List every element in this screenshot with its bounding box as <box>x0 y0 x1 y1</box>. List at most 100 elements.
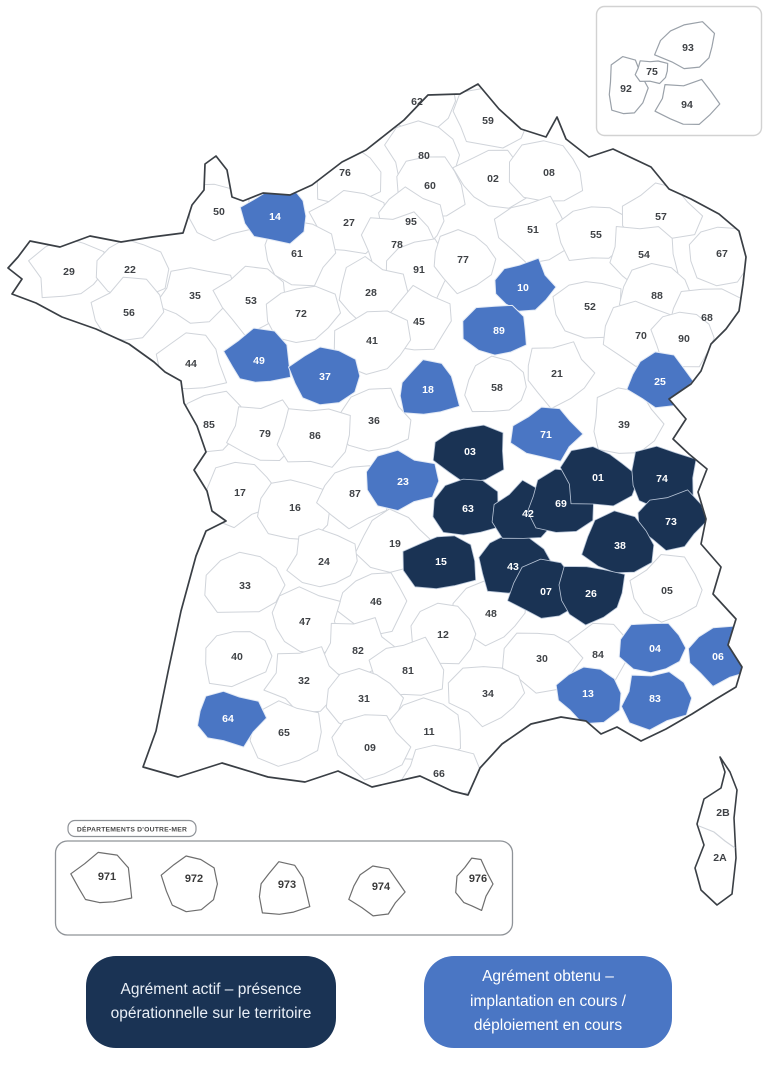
dept-71-region <box>510 406 584 462</box>
dept-08-region <box>508 140 584 202</box>
dept-02-label: 02 <box>487 173 499 185</box>
dept-64-label: 64 <box>222 713 234 725</box>
dept-58-label: 58 <box>491 382 503 394</box>
dept-971-label: 971 <box>98 871 116 883</box>
dept-42-label: 42 <box>522 508 534 520</box>
dept-55-label: 55 <box>590 229 602 241</box>
dept-01-region <box>559 446 640 507</box>
legend-obtained-label: Agrément obtenu – implantation en cours … <box>470 968 626 1035</box>
france-mainland-outline <box>7 83 747 796</box>
dept-25-label: 25 <box>654 376 666 388</box>
dept-76-label: 76 <box>339 167 351 179</box>
dept-43-label: 43 <box>507 561 519 573</box>
dept-63-region <box>432 478 502 536</box>
legend-obtained: Agrément obtenu – implantation en cours … <box>424 956 672 1048</box>
dept-32-label: 32 <box>298 675 310 687</box>
dept-2B-label: 2B <box>716 807 730 819</box>
dept-50-label: 50 <box>213 206 225 218</box>
dept-66-label: 66 <box>433 768 445 780</box>
dept-87-label: 87 <box>349 488 361 500</box>
dept-70-label: 70 <box>635 330 647 342</box>
dept-86-region <box>276 408 351 468</box>
dept-33-region <box>204 551 286 613</box>
dept-92-label: 92 <box>620 83 632 95</box>
dept-59-label: 59 <box>482 115 494 127</box>
dept-45-label: 45 <box>413 316 425 328</box>
dept-976-label: 976 <box>469 873 487 885</box>
dept-14-label: 14 <box>269 211 281 223</box>
dept-49-region <box>223 327 292 383</box>
dept-72-region <box>265 285 341 343</box>
dept-13-label: 13 <box>582 688 594 700</box>
overseas-976-outline <box>455 857 494 911</box>
dept-04-label: 04 <box>649 643 661 655</box>
dept-972-label: 972 <box>185 873 203 885</box>
dept-82-label: 82 <box>352 645 364 657</box>
dept-07-label: 07 <box>540 586 552 598</box>
dept-27-label: 27 <box>343 217 355 229</box>
dept-40-label: 40 <box>231 651 243 663</box>
dept-29-region <box>28 236 105 299</box>
dept-21-region <box>527 341 596 410</box>
dept-77-region <box>433 229 497 295</box>
dept-85-label: 85 <box>203 419 215 431</box>
dept-37-label: 37 <box>319 371 331 383</box>
dept-72-label: 72 <box>295 308 307 320</box>
dept-24-region <box>286 528 358 588</box>
idf-dept-94-region <box>654 78 721 125</box>
corsica-inner-border <box>698 825 736 849</box>
dept-22-label: 22 <box>124 264 136 276</box>
dept-89-region <box>462 304 527 356</box>
dept-56-region <box>90 276 165 341</box>
dept-74-label: 74 <box>656 473 668 485</box>
dept-31-label: 31 <box>358 693 370 705</box>
dept-63-label: 63 <box>462 503 474 515</box>
dept-16-label: 16 <box>289 502 301 514</box>
dept-33-label: 33 <box>239 580 251 592</box>
dept-09-label: 09 <box>364 742 376 754</box>
dept-04-region <box>618 622 687 674</box>
dept-26-label: 26 <box>585 588 597 600</box>
dept-80-label: 80 <box>418 150 430 162</box>
dept-30-label: 30 <box>536 653 548 665</box>
dept-03-label: 03 <box>464 446 476 458</box>
dept-81-region <box>368 636 445 697</box>
overseas-971-outline <box>70 851 133 904</box>
dept-01-label: 01 <box>592 472 604 484</box>
dept-71-label: 71 <box>540 429 552 441</box>
overseas-inset: DÉPARTEMENTS D'OUTRE-MER 971 972 973 974 976 <box>54 819 514 936</box>
dept-89-label: 89 <box>493 325 505 337</box>
overseas-974-outline <box>348 865 406 917</box>
dept-47-label: 47 <box>299 616 311 628</box>
dept-26-region <box>558 566 626 626</box>
dept-86-label: 86 <box>309 430 321 442</box>
dept-81-label: 81 <box>402 665 414 677</box>
dept-05-label: 05 <box>661 585 673 597</box>
dept-973-label: 973 <box>278 879 296 891</box>
dept-65-label: 65 <box>278 727 290 739</box>
dept-23-region <box>365 449 440 512</box>
dept-15-region <box>402 535 477 590</box>
dept-68-label: 68 <box>701 312 713 324</box>
dept-10-region <box>494 257 557 312</box>
idf-dept-75-region <box>634 60 669 85</box>
corsica-outline <box>694 756 738 906</box>
dept-51-region <box>493 195 569 265</box>
dept-2A-label: 2A <box>713 852 727 864</box>
dept-40-region <box>205 631 273 688</box>
dept-38-label: 38 <box>614 540 626 552</box>
dept-10-label: 10 <box>517 282 529 294</box>
idf-inset: 93 92 94 75 <box>595 5 763 137</box>
dept-17-label: 17 <box>234 487 246 499</box>
dept-48-label: 48 <box>485 608 497 620</box>
dept-13-region <box>555 666 622 725</box>
dept-60-label: 60 <box>424 180 436 192</box>
dept-90-region <box>650 311 715 368</box>
dept-93-label: 93 <box>682 42 694 54</box>
dept-28-label: 28 <box>365 287 377 299</box>
dept-94-label: 94 <box>681 99 693 111</box>
overseas-title-box <box>67 819 197 838</box>
dept-44-label: 44 <box>185 358 197 370</box>
dept-11-label: 11 <box>423 726 434 738</box>
